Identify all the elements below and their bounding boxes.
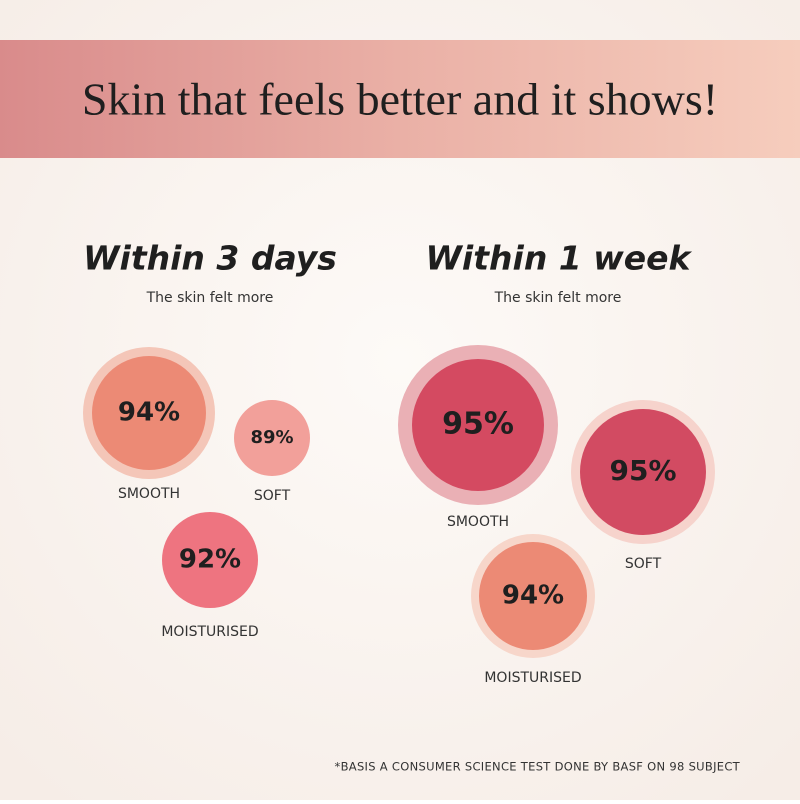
bubble-label: MOISTURISED [161, 624, 258, 640]
group-subtitle: The skin felt more [146, 290, 274, 306]
bubble-label: SMOOTH [447, 514, 509, 530]
bubble-value: 89% [250, 427, 293, 448]
banner [0, 40, 800, 158]
bubble [162, 512, 258, 608]
bubble [234, 400, 310, 476]
bubble-label: SOFT [254, 488, 291, 504]
bubble-value: 95% [609, 454, 676, 487]
bubble-value: 94% [502, 581, 564, 611]
group-heading: Within 1 week [426, 239, 693, 278]
bubble-label: SMOOTH [118, 486, 180, 502]
footnote: *BASIS A CONSUMER SCIENCE TEST DONE BY B… [335, 760, 741, 774]
bubble-value: 94% [118, 398, 180, 428]
group-subtitle: The skin felt more [494, 290, 622, 306]
bubble [92, 356, 206, 470]
bubble-label: SOFT [625, 556, 662, 572]
group-heading: Within 3 days [83, 239, 337, 278]
title: Skin that feels better and it shows! [82, 74, 718, 125]
bubble-label: MOISTURISED [484, 670, 581, 686]
bubble [580, 409, 706, 535]
bubble-value: 95% [442, 407, 514, 442]
bubble [479, 542, 587, 650]
bubble [412, 359, 544, 491]
bubble-value: 92% [179, 545, 241, 575]
